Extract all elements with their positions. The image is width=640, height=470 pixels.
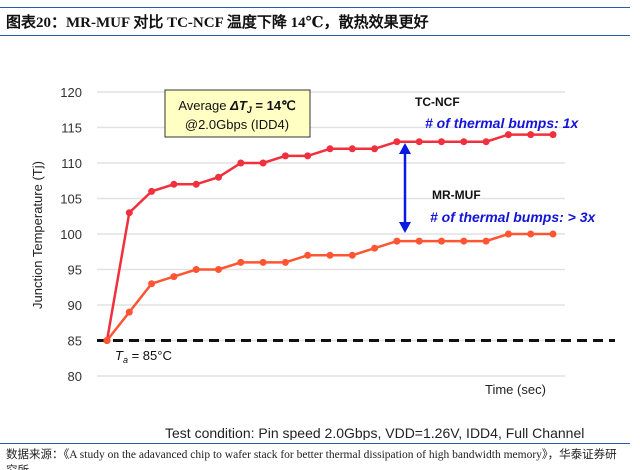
mr-muf-point: [125, 308, 133, 316]
source-rule: [0, 443, 630, 444]
mr-muf-point: [482, 237, 490, 245]
tc-ncf-point: [460, 138, 468, 146]
tc-ncf-point: [549, 131, 557, 139]
mr-muf-point: [237, 258, 245, 266]
tc-ncf-point: [125, 209, 133, 217]
mr-muf-point: [326, 251, 334, 259]
test-condition: Test condition: Pin speed 2.0Gbps, VDD=1…: [165, 425, 584, 440]
mr-muf-point: [259, 258, 267, 266]
mr-muf-point: [170, 273, 178, 281]
source-note: 数据来源：《A study on the adavanced chip to w…: [6, 449, 617, 470]
tc-ncf-point: [237, 159, 245, 167]
annotation-line1: Average ΔTJ = 14℃: [178, 98, 295, 115]
mr-muf-point: [103, 337, 111, 344]
mr-muf-point: [281, 258, 289, 266]
mr-muf-point: [215, 266, 222, 273]
mr-muf-point: [415, 237, 423, 245]
tc-ncf-point: [304, 152, 312, 160]
y-tick-label: 100: [60, 227, 82, 242]
mr-muf-point: [527, 230, 535, 238]
y-tick-label: 95: [68, 263, 82, 278]
tc-ncf-point: [170, 180, 178, 188]
tc-ncf-point: [438, 138, 445, 146]
mr-muf-point: [504, 230, 512, 238]
y-axis-label: Junction Temperature (Tj): [30, 161, 45, 309]
y-tick-label: 90: [68, 298, 82, 313]
tc-ncf-point: [348, 145, 356, 153]
mr-muf-point: [148, 280, 156, 288]
tc-ncf-point: [259, 159, 267, 167]
mr-muf-point: [192, 266, 200, 273]
delta-arrow: [399, 143, 411, 233]
top-rule: [0, 7, 630, 8]
tc-ncf-point: [415, 138, 423, 146]
tc-ncf-point: [215, 173, 222, 181]
tc-ncf-point: [326, 145, 334, 153]
mr-muf-bumps-label: # of thermal bumps: > 3x: [430, 209, 597, 225]
mr-muf-line: [106, 232, 553, 342]
tc-ncf-point: [192, 180, 200, 188]
y-tick-label: 115: [61, 121, 82, 136]
tc-ncf-point: [371, 145, 379, 153]
tc-ncf-point: [281, 152, 289, 160]
figure-title: 图表20：MR-MUF 对比 TC-NCF 温度下降 14℃，散热效果更好: [6, 15, 429, 31]
mr-muf-point: [460, 237, 468, 245]
mr-muf-point: [348, 251, 356, 259]
y-tick-label: 85: [68, 334, 82, 349]
title-rule: [0, 35, 630, 36]
ta-label: Ta = 85°C: [115, 348, 172, 365]
tc-ncf-point: [393, 138, 401, 146]
mr-muf-point: [549, 230, 557, 238]
tc-ncf-point: [482, 138, 490, 146]
tc-ncf-point: [527, 131, 535, 139]
y-tick-label: 110: [61, 156, 82, 171]
tc-ncf-point: [148, 187, 156, 195]
tc-ncf-line: [105, 133, 553, 341]
annotation-box: [164, 89, 311, 138]
mr-muf-point: [371, 244, 379, 252]
tc-ncf-bumps-label: # of thermal bumps: 1x: [425, 115, 579, 131]
y-tick-label: 80: [68, 369, 82, 384]
mr-muf-point: [393, 237, 401, 245]
tc-ncf-point: [504, 131, 512, 139]
chart: 80 85 90 95 100 105 110 115 120 Junction Tempera…: [30, 85, 615, 440]
annotation-line2: @2.0Gbps (IDD4): [185, 117, 289, 132]
mr-muf-point: [438, 237, 445, 245]
mr-muf-label: MR-MUF: [432, 188, 481, 202]
y-tick-label: 120: [60, 85, 82, 100]
y-tick-label: 105: [60, 192, 82, 207]
x-axis-label: Time (sec): [485, 382, 546, 397]
mr-muf-point: [304, 251, 312, 259]
tc-ncf-label: TC-NCF: [415, 95, 460, 109]
